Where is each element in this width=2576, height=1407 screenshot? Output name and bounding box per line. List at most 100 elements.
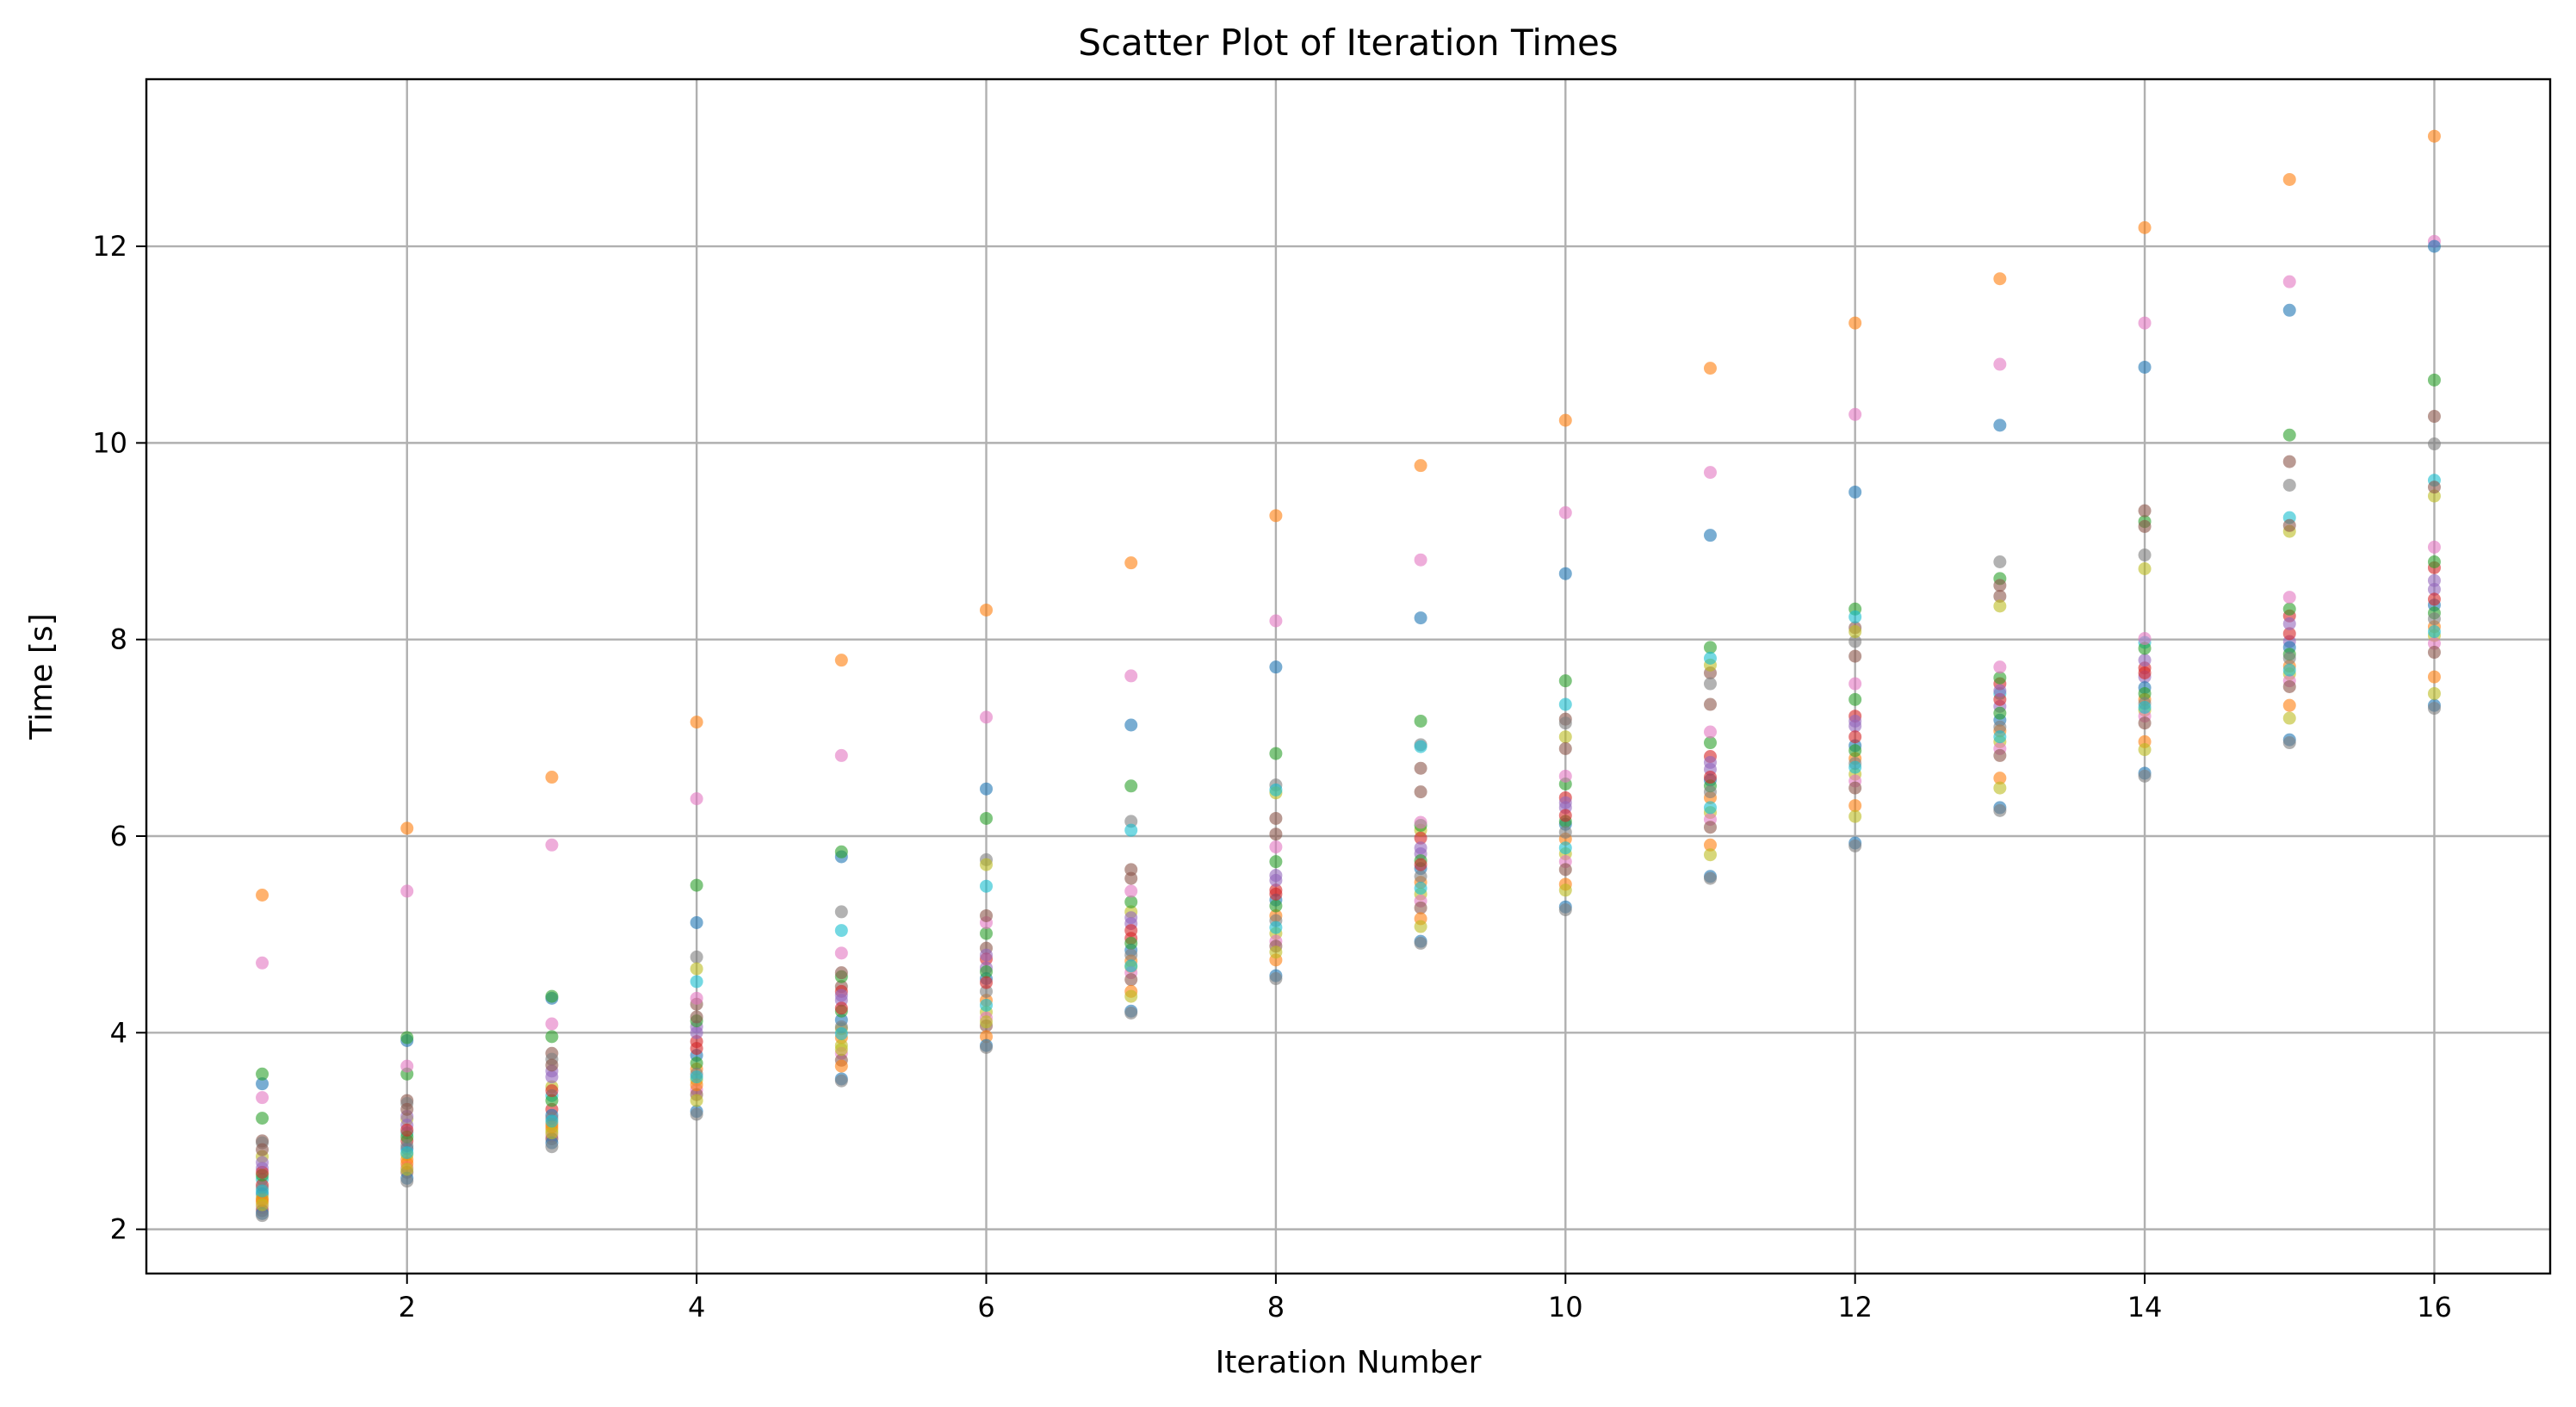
data-point	[1269, 972, 1283, 986]
data-point	[545, 1017, 559, 1031]
data-point	[400, 884, 414, 898]
data-point	[1703, 641, 1717, 654]
data-point	[256, 1067, 269, 1081]
data-point	[400, 1146, 414, 1160]
data-point	[1414, 841, 1427, 855]
data-point	[1848, 625, 1862, 639]
data-point	[690, 1107, 703, 1121]
data-point	[1848, 407, 1862, 421]
data-point	[256, 1143, 269, 1156]
data-point	[1414, 831, 1427, 845]
data-point	[980, 948, 994, 962]
data-point	[980, 811, 994, 825]
data-point	[2427, 239, 2441, 253]
data-point	[256, 1165, 269, 1179]
data-point	[834, 1026, 848, 1040]
data-point	[1703, 821, 1717, 834]
data-point	[980, 908, 994, 922]
data-point	[1269, 827, 1283, 841]
data-point	[1848, 677, 1862, 691]
data-point	[1558, 883, 1572, 897]
series-1	[256, 234, 2441, 970]
data-point	[400, 1031, 414, 1044]
data-point	[1558, 730, 1572, 744]
data-point	[1993, 579, 2007, 592]
data-point	[690, 962, 703, 976]
data-point	[980, 1040, 994, 1054]
x-tick-label: 14	[2127, 1291, 2163, 1323]
data-point	[1558, 863, 1572, 877]
data-point	[690, 792, 703, 806]
data-point	[545, 1140, 559, 1154]
data-point	[2427, 555, 2441, 569]
data-point	[1993, 555, 2007, 569]
data-point	[834, 845, 848, 858]
data-point	[1558, 841, 1572, 855]
data-point	[1414, 870, 1427, 883]
data-point	[1558, 716, 1572, 730]
data-point	[980, 927, 994, 940]
data-point	[1124, 989, 1138, 1003]
data-point	[545, 1114, 559, 1128]
data-point	[1124, 884, 1138, 898]
series-3	[256, 373, 2441, 1081]
y-tick-label: 6	[110, 820, 127, 852]
data-point	[834, 1001, 848, 1015]
data-point	[1993, 272, 2007, 286]
data-point	[2138, 769, 2152, 783]
data-point	[834, 748, 848, 762]
data-point	[690, 1026, 703, 1039]
data-point	[1558, 796, 1572, 809]
data-point	[1269, 855, 1283, 869]
data-point	[1993, 660, 2007, 674]
data-point	[1703, 785, 1717, 799]
data-point	[1703, 466, 1717, 480]
data-point	[256, 1184, 269, 1198]
data-point	[1703, 871, 1717, 885]
data-point	[1414, 858, 1427, 871]
data-point	[256, 956, 269, 970]
data-point	[1848, 316, 1862, 330]
data-point	[1848, 485, 1862, 499]
data-point	[1993, 418, 2007, 432]
data-point	[2427, 646, 2441, 660]
data-point	[2282, 617, 2296, 630]
data-point	[1124, 823, 1138, 837]
x-tick-label: 2	[399, 1291, 416, 1323]
data-point	[2138, 666, 2152, 680]
data-point	[1703, 362, 1717, 375]
data-point	[1414, 785, 1427, 799]
data-point	[1703, 848, 1717, 862]
data-point	[256, 1198, 269, 1212]
data-point	[2427, 129, 2441, 143]
data-point	[1848, 635, 1862, 648]
data-point	[1414, 920, 1427, 933]
data-point	[2282, 663, 2296, 677]
data-point	[1124, 815, 1138, 828]
data-point	[1993, 589, 2007, 603]
data-point	[2427, 373, 2441, 387]
data-point	[1269, 811, 1283, 825]
data-point	[1124, 1006, 1138, 1020]
scatter-points	[256, 129, 2441, 1223]
data-point	[1414, 714, 1427, 728]
y-tick-label: 8	[110, 623, 127, 656]
data-point	[256, 1209, 269, 1223]
data-point	[980, 603, 994, 617]
data-point	[545, 771, 559, 784]
y-axis-label: Time [s]	[24, 613, 59, 740]
data-point	[1414, 761, 1427, 775]
y-tick-label: 4	[110, 1016, 127, 1049]
data-point	[980, 976, 994, 989]
data-point	[2282, 455, 2296, 468]
data-point	[1703, 529, 1717, 542]
data-point	[1703, 755, 1717, 769]
data-point	[2427, 670, 2441, 684]
data-point	[2282, 428, 2296, 442]
data-point	[2282, 711, 2296, 725]
data-point	[834, 1043, 848, 1057]
data-point	[1558, 903, 1572, 917]
